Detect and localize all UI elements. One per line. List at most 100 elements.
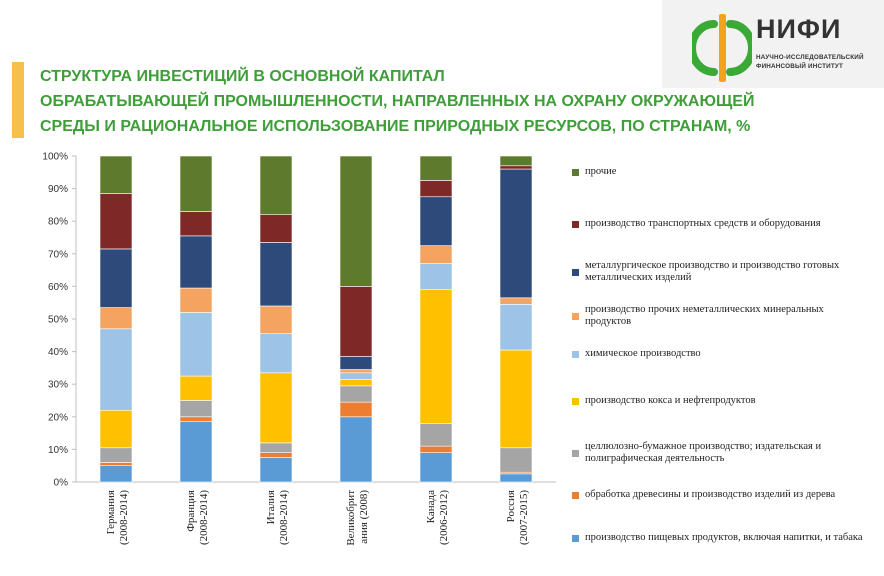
logo: НИФИ НАУЧНО-ИССЛЕДОВАТЕЛЬСКИЙ ФИНАНСОВЫЙ…: [662, 0, 884, 88]
bar-segment: [499, 297, 533, 305]
x-tick-label-line: Россия: [505, 490, 517, 522]
logo-subtitle-line-1: НАУЧНО-ИССЛЕДОВАТЕЛЬСКИЙ: [756, 54, 864, 61]
x-tick-label-line: (2006-2012): [438, 490, 450, 545]
x-tick-label: Германия (2008-2014): [105, 490, 130, 545]
y-tick-label: 60%: [48, 282, 68, 293]
bar-segment: [99, 155, 133, 194]
bar-segment: [419, 263, 453, 290]
x-tick-label: Великобрит ания (2008): [345, 490, 370, 546]
logo-subtitle-line-2: ФИНАНСОВЫЙ ИНСТИТУТ: [756, 63, 844, 70]
bar-segment: [259, 333, 293, 374]
bar-segment: [339, 369, 373, 374]
y-tick-label: 20%: [48, 412, 68, 423]
legend-item: целлюлозно-бумажное производство; издате…: [572, 440, 872, 466]
y-tick-label: 50%: [48, 315, 68, 326]
bar-segment: [179, 400, 213, 418]
legend-label: производство транспортных средств и обор…: [585, 217, 821, 229]
x-tick-label-line: Франция: [185, 490, 197, 532]
legend-swatch: [572, 220, 579, 228]
title-line-3: СРЕДЫ И РАЦИОНАЛЬНОЕ ИСПОЛЬЗОВАНИЕ ПРИРО…: [40, 118, 751, 135]
bar-segment: [339, 401, 373, 418]
x-tick-label-line: Великобрит: [345, 490, 357, 546]
bar-segment: [259, 214, 293, 243]
bar-segment: [259, 442, 293, 453]
bar-segment: [259, 305, 293, 334]
bar-segment: [339, 416, 373, 483]
bar-segment: [259, 242, 293, 307]
bar-segment: [419, 452, 453, 483]
bar-segment: [419, 423, 453, 447]
nifi-logo-icon: [692, 14, 752, 82]
bar-segment: [339, 379, 373, 387]
x-tick-label-line: Канада: [425, 490, 437, 523]
bar-segment: [499, 155, 533, 167]
legend-item: производство кокса и нефтепродуктов: [572, 388, 872, 414]
y-tick-label: 70%: [48, 249, 68, 260]
legend-swatch: [572, 449, 579, 457]
bar-segment: [339, 286, 373, 357]
y-tick-label: 100%: [42, 152, 68, 163]
bar-segment: [499, 304, 533, 351]
bar-segment: [179, 155, 213, 212]
bar-segment: [419, 445, 453, 453]
y-tick-label: 30%: [48, 380, 68, 391]
bar-segment: [419, 180, 453, 198]
bar-segment: [499, 447, 533, 473]
x-tick-label-line: (2008-2014): [198, 490, 210, 545]
bar-segment: [179, 287, 213, 313]
legend-swatch: [572, 350, 579, 358]
legend-label: производство кокса и нефтепродуктов: [585, 394, 756, 406]
x-tick-label-line: Германия: [105, 490, 117, 534]
legend-swatch: [572, 312, 579, 320]
legend-item: производство пищевых продуктов, включая …: [572, 525, 872, 551]
bar-segment: [259, 372, 293, 444]
bar-segment: [259, 457, 293, 483]
bar-segment: [339, 356, 373, 370]
x-tick-label: Франция (2008-2014): [185, 490, 210, 545]
legend-swatch: [572, 397, 579, 405]
y-tick-label: 40%: [48, 347, 68, 358]
logo-name: НИФИ: [756, 14, 842, 44]
bar-segment: [179, 375, 213, 401]
bar-segment: [259, 155, 293, 215]
bar-segment: [419, 289, 453, 424]
y-tick-label: 0%: [54, 478, 69, 489]
logo-subtitle: НАУЧНО-ИССЛЕДОВАТЕЛЬСКИЙ ФИНАНСОВЫЙ ИНСТ…: [756, 53, 880, 71]
legend-item: производство транспортных средств и обор…: [572, 211, 872, 237]
legend-label: целлюлозно-бумажное производство; издате…: [585, 440, 822, 465]
legend-swatch: [572, 491, 579, 499]
bar-segment: [259, 452, 293, 458]
bar-segment: [499, 165, 533, 170]
x-tick-label-line: (2007-2015): [518, 490, 530, 545]
legend-label: обработка древесины и производство издел…: [585, 488, 836, 500]
bar-segment: [179, 211, 213, 237]
bar-segment: [99, 462, 133, 467]
bar-segment: [179, 421, 213, 483]
legend-item: химическое производство: [572, 341, 872, 367]
bar-segment: [99, 248, 133, 308]
bar-segment: [339, 155, 373, 287]
title-accent-bar: [12, 62, 24, 138]
bar-segment: [179, 312, 213, 377]
x-tick-label-line: Италия: [265, 490, 277, 524]
chart-legend: прочие производство транспортных средств …: [572, 156, 872, 564]
bar-segment: [419, 155, 453, 181]
legend-label: химическое производство: [585, 347, 701, 359]
bar-segment: [499, 473, 533, 483]
x-tick-label-line: (2008-2014): [118, 490, 130, 545]
bar-segment: [179, 235, 213, 289]
page-title: СТРУКТУРА ИНВЕСТИЦИЙ В ОСНОВНОЙ КАПИТАЛ …: [40, 64, 840, 139]
legend-label: производство прочих неметаллических мине…: [585, 303, 824, 328]
legend-label: прочие: [585, 165, 617, 177]
x-tick-label: Канада (2006-2012): [425, 490, 450, 545]
stacked-bar-chart: 0% 10% 20% 30% 40% 50% 60% 70% 80% 90% 100% Германи…: [42, 152, 556, 546]
x-tick-label: Россия (2007-2015): [505, 490, 530, 545]
x-tick-label: Италия (2008-2014): [265, 490, 290, 545]
legend-item: производство прочих неметаллических мине…: [572, 303, 872, 329]
bar-segment: [179, 416, 213, 422]
bar-segment: [99, 328, 133, 411]
y-tick-label: 10%: [48, 445, 68, 456]
legend-swatch: [572, 534, 579, 542]
title-line-2: ОБРАБАТЫВАЮЩЕЙ ПРОМЫШЛЕННОСТИ, НАПРАВЛЕН…: [40, 93, 755, 110]
bar-segment: [499, 168, 533, 299]
